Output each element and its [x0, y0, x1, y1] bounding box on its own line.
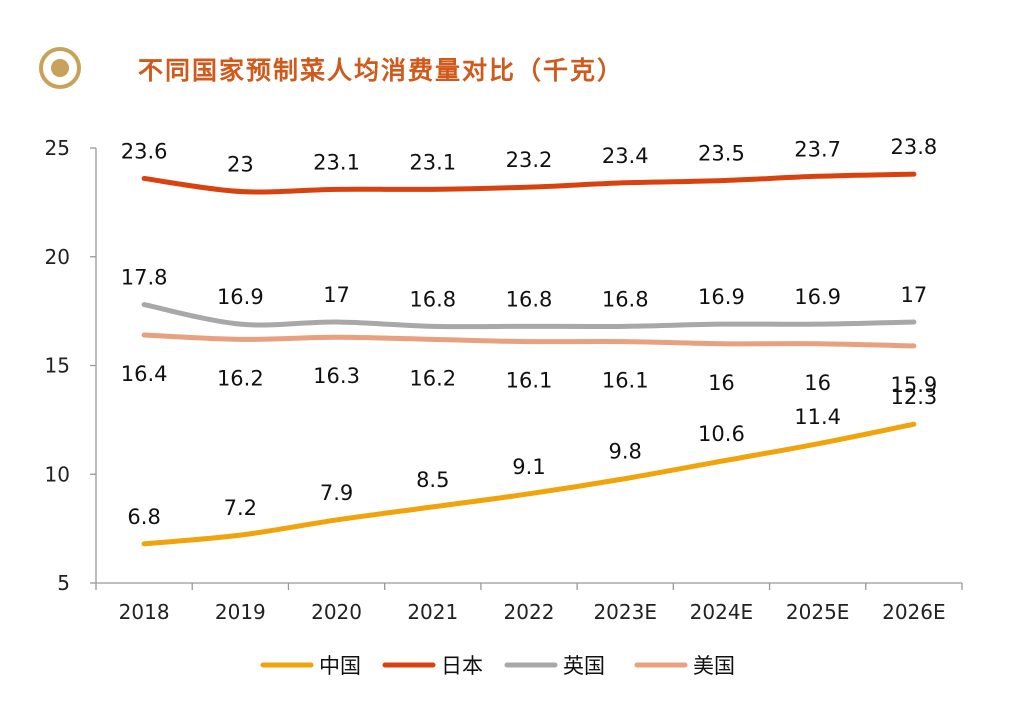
data-label: 16.1 [602, 369, 649, 393]
x-tick-label: 2025E [786, 600, 850, 624]
x-tick-label: 2021 [407, 600, 458, 624]
legend-label: 中国 [319, 654, 361, 678]
data-label: 23.1 [409, 150, 456, 174]
y-tick-label: 10 [45, 462, 70, 486]
data-label: 17 [323, 283, 350, 307]
data-label: 16.4 [121, 362, 168, 386]
data-label: 23 [227, 153, 254, 177]
data-label: 16.2 [217, 366, 264, 390]
data-label: 12.3 [891, 385, 938, 409]
data-label: 9.1 [512, 455, 545, 479]
x-tick-label: 2023E [593, 600, 657, 624]
series-lines [141, 171, 917, 547]
data-label: 10.6 [698, 422, 745, 446]
target-icon [39, 47, 81, 89]
axes: 5 10 15 20 25 2018 2019 2020 2021 2022 2023E 2024E 2… [45, 136, 963, 624]
data-label: 23.5 [698, 142, 745, 166]
data-label: 17 [901, 283, 928, 307]
chart-title: 不同国家预制菜人均消费量对比（千克） [138, 56, 625, 85]
y-tick-label: 25 [45, 136, 70, 160]
x-tick-label: 2022 [504, 600, 555, 624]
data-label: 16.8 [506, 287, 553, 311]
legend-label: 美国 [693, 654, 735, 678]
data-label: 23.8 [891, 135, 938, 159]
data-label: 9.8 [609, 440, 642, 464]
data-label: 7.2 [224, 496, 257, 520]
series-line-1 [141, 171, 917, 195]
series-line-0 [141, 421, 917, 547]
y-tick-label: 20 [45, 245, 70, 269]
legend: 中国 日本 英国 美国 [260, 654, 735, 678]
x-tick-label: 2020 [311, 600, 362, 624]
y-tick-label: 15 [45, 354, 70, 378]
legend-label: 日本 [441, 654, 483, 678]
x-tick-label: 2026E [882, 600, 946, 624]
data-label: 6.8 [127, 505, 160, 529]
data-label: 16.9 [698, 285, 745, 309]
data-labels: 6.8 7.2 7.9 8.5 9.1 9.8 10.6 11.4 12.3 23.6 23 23.1… [121, 135, 938, 529]
data-label: 23.2 [506, 148, 553, 172]
data-label: 16 [804, 371, 831, 395]
data-label: 16.9 [217, 285, 264, 309]
data-label: 23.6 [121, 139, 168, 163]
series-line-3 [141, 332, 917, 349]
x-tick-label: 2024E [690, 600, 754, 624]
data-label: 16 [708, 371, 735, 395]
data-label: 23.7 [794, 137, 841, 161]
data-label: 16.3 [313, 364, 360, 388]
data-label: 7.9 [320, 481, 353, 505]
series-line-2 [141, 302, 917, 330]
data-label: 16.9 [794, 285, 841, 309]
x-tick-label: 2018 [119, 600, 170, 624]
y-tick-label: 5 [57, 571, 70, 595]
data-label: 17.8 [121, 266, 168, 290]
data-label: 16.2 [409, 366, 456, 390]
data-label: 16.1 [506, 369, 553, 393]
data-label: 16.8 [409, 287, 456, 311]
data-label: 8.5 [416, 468, 449, 492]
data-label: 23.1 [313, 150, 360, 174]
data-label: 15.9 [891, 373, 938, 397]
data-label: 23.4 [602, 144, 649, 168]
x-tick-label: 2019 [215, 600, 266, 624]
data-label: 11.4 [794, 405, 841, 429]
legend-label: 英国 [563, 654, 605, 678]
data-label: 16.8 [602, 287, 649, 311]
